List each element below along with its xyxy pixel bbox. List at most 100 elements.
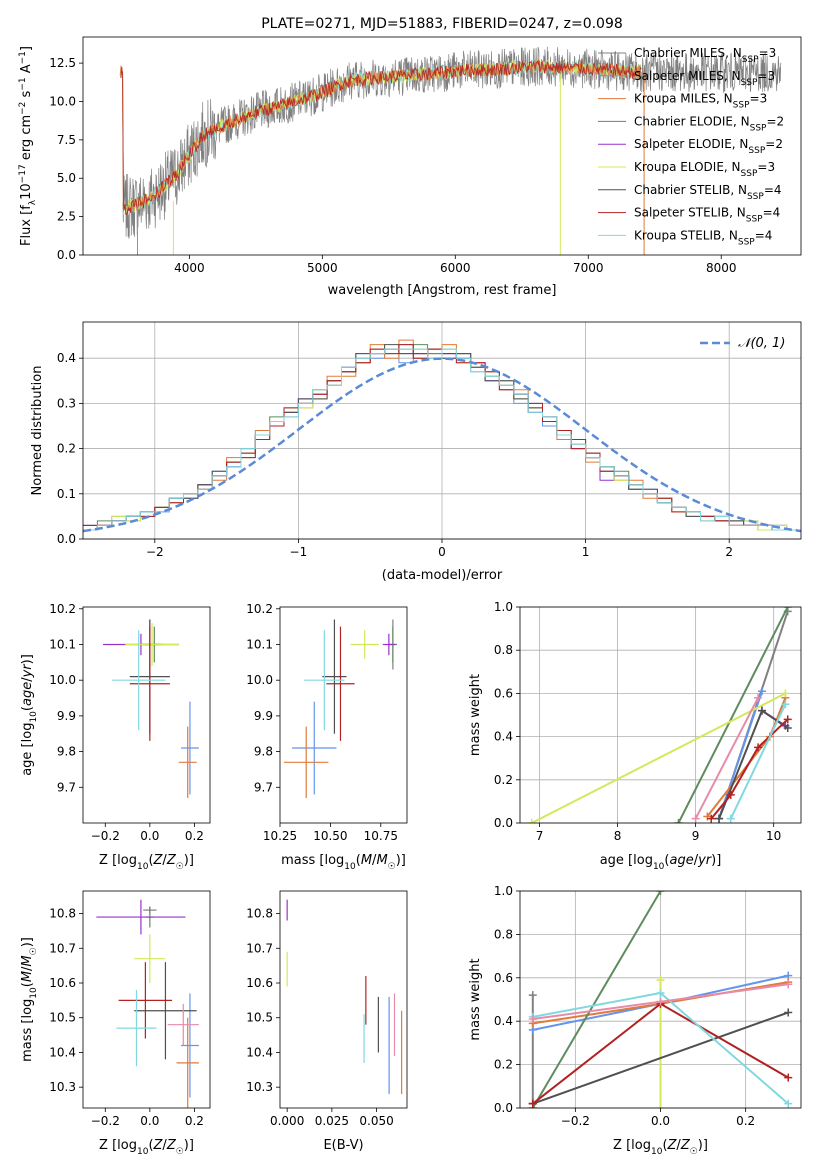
x-tick-label: 7 — [536, 829, 544, 843]
y-tick-label: 12.5 — [49, 56, 76, 70]
x-tick-label: 10.25 — [263, 829, 297, 843]
label-segment: )] — [20, 937, 35, 947]
x-tick-label: 9 — [692, 829, 700, 843]
weight-marker — [656, 1104, 665, 1108]
weight-marker — [528, 1099, 537, 1108]
error-bar-point — [178, 726, 197, 799]
weight-marker — [674, 819, 683, 823]
y-tick-label: 0.6 — [494, 686, 513, 700]
error-bar-point — [118, 962, 173, 1039]
error-bar-point — [96, 899, 186, 935]
label-segment: mass [log — [281, 853, 344, 868]
weight-series — [528, 891, 665, 1108]
y-axis-label: mass weight — [468, 958, 483, 1040]
y-tick-label: 0.0 — [494, 816, 513, 830]
label-segment: Z [log — [99, 853, 137, 868]
label-segment: M — [361, 853, 372, 868]
y-tick-label: 0.0 — [57, 248, 76, 262]
weight-line — [677, 607, 789, 823]
weight-marker — [757, 706, 766, 715]
y-tick-label: 9.7 — [57, 780, 76, 794]
x-tick-label: 0.025 — [315, 1114, 349, 1128]
y-tick-label: 10.6 — [49, 976, 76, 990]
label-segment: SSP — [741, 78, 758, 88]
weight-line — [531, 891, 662, 1108]
y-tick-label: 0.1 — [57, 487, 76, 501]
y-axis-label: Flux [fλ10−17 erg cm−2 s−1 A−1] — [18, 46, 38, 246]
weight-marker — [757, 687, 766, 696]
legend-entry-label: Chabrier ELODIE, NSSP=2 — [634, 114, 784, 133]
y-tick-label: 10.4 — [49, 1045, 76, 1059]
y-axis-label: mass [log10(M/M☉)] — [20, 937, 39, 1062]
chart-panel-7: 0.000 0.025 0.050 10.3 10.4 10.5 10.6 10.7 10.8 — [246, 890, 408, 1128]
error-bar-point — [116, 989, 157, 1067]
label-segment: ☉ — [388, 862, 396, 872]
y-axis-label: Normed distribution — [30, 366, 45, 496]
weight-marker — [691, 814, 700, 823]
label-segment: Salpeter MILES, N — [634, 69, 741, 83]
label-segment: M — [20, 955, 35, 966]
weight-marker — [784, 1099, 793, 1108]
label-segment: / — [694, 853, 699, 868]
label-segment: )] — [396, 853, 406, 868]
weight-marker — [754, 743, 763, 752]
label-segment: ☉ — [176, 862, 184, 872]
axes-frame — [82, 606, 211, 824]
weight-line — [532, 1011, 789, 1105]
label-segment: =4 — [755, 228, 773, 242]
label-segment: )] — [184, 853, 194, 868]
label-segment: 10 — [29, 987, 39, 999]
y-tick-label: 1.0 — [494, 600, 513, 614]
weight-marker — [726, 814, 735, 823]
normal-reference-curve — [83, 357, 801, 533]
legend-entry-label: Salpeter STELIB, NSSP=4 — [634, 206, 780, 225]
error-bar-point — [350, 630, 379, 659]
label-segment: Salpeter ELODIE, N — [634, 137, 748, 151]
weight-marker — [528, 1015, 537, 1024]
label-segment: =2 — [765, 137, 783, 151]
error-bar-point — [125, 623, 179, 666]
label-segment: )] — [184, 1138, 194, 1153]
label-segment: age [log — [20, 723, 35, 776]
x-tick-label: −0.2 — [561, 1114, 590, 1128]
weight-line — [729, 703, 787, 820]
plot-area — [103, 619, 199, 799]
weight-marker — [783, 607, 792, 611]
y-tick-label: 10.0 — [246, 673, 273, 687]
axes-frame — [279, 890, 408, 1109]
plot-area — [528, 891, 793, 1108]
label-segment: =4 — [764, 183, 782, 197]
y-tick-label: 10.1 — [246, 637, 273, 651]
label-segment: SSP — [746, 215, 763, 225]
weight-marker — [656, 988, 665, 997]
y-tick-label: 0.8 — [494, 643, 513, 657]
chart-panel-6: −0.2 0.0 0.2 10.3 10.4 10.5 10.6 10.7 10.8 Z [log… — [20, 890, 211, 1157]
y-tick-label: 10.7 — [246, 941, 273, 955]
axes-frame — [279, 606, 408, 824]
label-segment: ( — [20, 982, 35, 987]
x-tick-label: 0.0 — [140, 1114, 159, 1128]
label-segment: SSP — [748, 146, 765, 156]
weight-line — [718, 690, 763, 820]
label-segment: SSP — [733, 101, 750, 111]
x-tick-label: 0.0 — [140, 829, 159, 843]
chart-panel-3: −0.2 0.0 0.29.79.89.910.010.110.2Z [log10(… — [20, 602, 211, 872]
x-tick-label: 7000 — [573, 261, 604, 275]
legend-entry-label: Kroupa MILES, NSSP=3 — [634, 92, 767, 111]
label-segment: A — [19, 64, 34, 77]
chart-panel-4: 10.25 10.50 10.75 9.7 9.8 9.9 10.0 10.1 10.2 mass… — [246, 602, 408, 872]
label-segment: yr — [697, 853, 713, 868]
histogram-step-line — [83, 348, 801, 531]
label-segment: / — [20, 677, 35, 682]
label-segment: 10 — [137, 862, 149, 872]
label-segment: Z — [667, 1138, 678, 1153]
y-tick-label: 10.7 — [49, 941, 76, 955]
label-segment: 10 — [137, 1147, 149, 1157]
y-tick-label: 10.3 — [246, 1080, 273, 1094]
axes-frame — [82, 890, 211, 1109]
label-segment: ( — [356, 853, 361, 868]
label-segment: ( — [148, 1138, 153, 1153]
label-segment: age — [669, 853, 693, 868]
axes-frame — [82, 321, 802, 540]
y-tick-label: 0.8 — [494, 927, 513, 941]
